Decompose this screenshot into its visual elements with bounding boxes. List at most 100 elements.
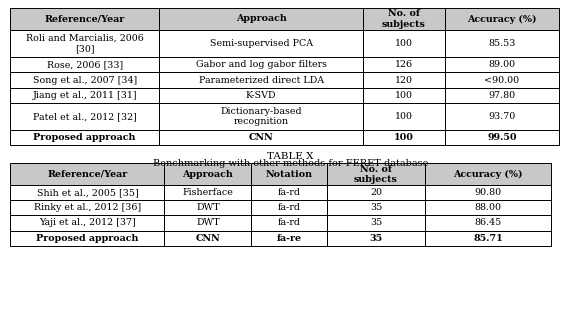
Bar bbox=[327, 185, 425, 200]
Text: 99.50: 99.50 bbox=[487, 133, 517, 142]
Text: fa-re: fa-re bbox=[277, 234, 302, 242]
Text: fa-rd: fa-rd bbox=[278, 204, 300, 212]
Bar bbox=[444, 130, 560, 145]
Bar bbox=[10, 185, 164, 200]
Text: CNN: CNN bbox=[196, 234, 220, 242]
Text: 100: 100 bbox=[395, 112, 413, 121]
Text: Jiang et al., 2011 [31]: Jiang et al., 2011 [31] bbox=[33, 91, 137, 99]
Bar bbox=[252, 185, 327, 200]
Text: fa-rd: fa-rd bbox=[278, 219, 300, 227]
Bar bbox=[327, 200, 425, 215]
Bar bbox=[164, 185, 252, 200]
Text: K-SVD: K-SVD bbox=[246, 91, 277, 99]
Text: 97.80: 97.80 bbox=[489, 91, 515, 99]
Text: Dictionary-based
recognition: Dictionary-based recognition bbox=[220, 107, 302, 126]
Bar bbox=[159, 57, 363, 72]
Text: DWT: DWT bbox=[196, 204, 220, 212]
Text: Proposed approach: Proposed approach bbox=[34, 133, 136, 142]
Text: Patel et al., 2012 [32]: Patel et al., 2012 [32] bbox=[33, 112, 137, 121]
Bar bbox=[159, 103, 363, 130]
Bar bbox=[164, 215, 252, 231]
Bar bbox=[252, 200, 327, 215]
Text: DWT: DWT bbox=[196, 219, 220, 227]
Bar bbox=[363, 130, 444, 145]
Text: Proposed approach: Proposed approach bbox=[36, 234, 139, 242]
Bar bbox=[327, 215, 425, 231]
Bar bbox=[159, 30, 363, 57]
Text: Roli and Marcialis, 2006
[30]: Roli and Marcialis, 2006 [30] bbox=[26, 34, 144, 53]
Text: Approach: Approach bbox=[236, 14, 286, 24]
Bar bbox=[252, 163, 327, 185]
Text: Reference/Year: Reference/Year bbox=[47, 170, 128, 179]
Bar bbox=[444, 30, 560, 57]
Bar bbox=[159, 72, 363, 88]
Bar bbox=[363, 30, 444, 57]
Text: 85.53: 85.53 bbox=[488, 39, 515, 48]
Text: Benchmarking with other methods for FERET database: Benchmarking with other methods for FERE… bbox=[153, 159, 428, 168]
Text: 100: 100 bbox=[395, 39, 413, 48]
Bar bbox=[10, 103, 159, 130]
Text: TABLE X: TABLE X bbox=[267, 152, 314, 161]
Bar bbox=[164, 163, 252, 185]
Text: <90.00: <90.00 bbox=[485, 76, 519, 84]
Bar bbox=[10, 231, 164, 246]
Text: No. of
subjects: No. of subjects bbox=[382, 9, 426, 29]
Text: Song et al., 2007 [34]: Song et al., 2007 [34] bbox=[33, 76, 137, 84]
Bar bbox=[327, 163, 425, 185]
Bar bbox=[10, 57, 159, 72]
Text: 100: 100 bbox=[395, 91, 413, 99]
Text: Semi-supervised PCA: Semi-supervised PCA bbox=[210, 39, 313, 48]
Bar bbox=[10, 30, 159, 57]
Bar bbox=[425, 185, 551, 200]
Bar bbox=[252, 215, 327, 231]
Bar bbox=[363, 88, 444, 103]
Bar bbox=[363, 57, 444, 72]
Text: Reference/Year: Reference/Year bbox=[45, 14, 125, 24]
Bar bbox=[164, 200, 252, 215]
Bar bbox=[327, 231, 425, 246]
Text: Notation: Notation bbox=[266, 170, 313, 179]
Bar bbox=[363, 103, 444, 130]
Text: Rinky et al., 2012 [36]: Rinky et al., 2012 [36] bbox=[34, 204, 141, 212]
Bar bbox=[10, 130, 159, 145]
Bar bbox=[252, 231, 327, 246]
Text: Gabor and log gabor filters: Gabor and log gabor filters bbox=[196, 61, 327, 69]
Bar bbox=[444, 72, 560, 88]
Bar bbox=[425, 200, 551, 215]
Bar bbox=[10, 88, 159, 103]
Bar bbox=[363, 72, 444, 88]
Text: 89.00: 89.00 bbox=[489, 61, 515, 69]
Bar bbox=[159, 130, 363, 145]
Bar bbox=[10, 163, 164, 185]
Text: 86.45: 86.45 bbox=[474, 219, 501, 227]
Text: Approach: Approach bbox=[182, 170, 233, 179]
Bar bbox=[10, 8, 159, 30]
Bar bbox=[10, 200, 164, 215]
Text: 90.80: 90.80 bbox=[474, 188, 501, 197]
Text: 93.70: 93.70 bbox=[488, 112, 515, 121]
Text: CNN: CNN bbox=[249, 133, 274, 142]
Text: Yaji et al., 2012 [37]: Yaji et al., 2012 [37] bbox=[39, 219, 136, 227]
Bar bbox=[444, 103, 560, 130]
Bar bbox=[425, 215, 551, 231]
Bar bbox=[444, 57, 560, 72]
Text: 20: 20 bbox=[370, 188, 382, 197]
Text: Parameterized direct LDA: Parameterized direct LDA bbox=[199, 76, 324, 84]
Bar bbox=[444, 8, 560, 30]
Text: 126: 126 bbox=[395, 61, 413, 69]
Bar bbox=[10, 72, 159, 88]
Text: Shih et al., 2005 [35]: Shih et al., 2005 [35] bbox=[37, 188, 138, 197]
Text: 35: 35 bbox=[370, 204, 382, 212]
Text: 85.71: 85.71 bbox=[473, 234, 503, 242]
Text: Accuracy (%): Accuracy (%) bbox=[453, 170, 523, 179]
Bar bbox=[425, 231, 551, 246]
Bar bbox=[159, 88, 363, 103]
Bar bbox=[444, 88, 560, 103]
Text: Rose, 2006 [33]: Rose, 2006 [33] bbox=[46, 61, 123, 69]
Text: No. of
subjects: No. of subjects bbox=[354, 165, 398, 184]
Bar bbox=[10, 215, 164, 231]
Text: 88.00: 88.00 bbox=[475, 204, 501, 212]
Text: 35: 35 bbox=[370, 234, 382, 242]
Text: Accuracy (%): Accuracy (%) bbox=[467, 14, 537, 24]
Text: Fisherface: Fisherface bbox=[182, 188, 234, 197]
